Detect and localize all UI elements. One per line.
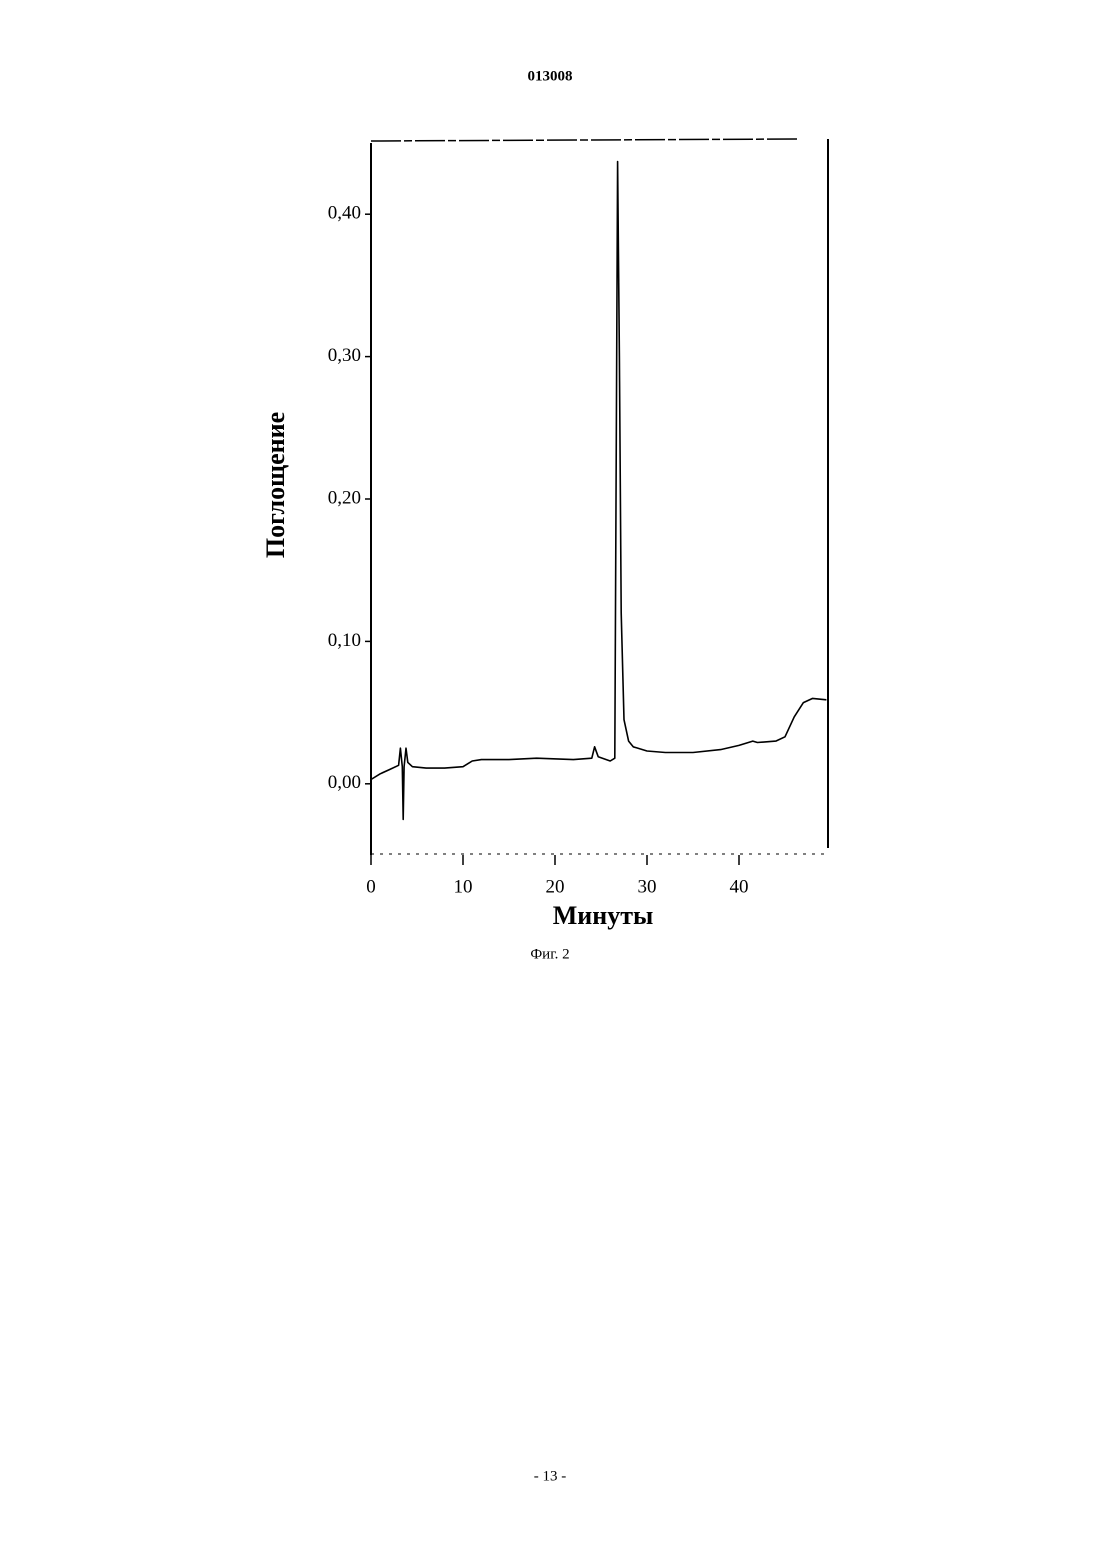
x-tick-label: 30	[638, 876, 657, 897]
y-tick-label: 0,40	[328, 203, 361, 224]
y-tick-label: 0,10	[328, 630, 361, 651]
x-tick-label: 0	[366, 876, 376, 897]
page-header: 013008	[528, 68, 573, 84]
page: 013008 Фиг. 2 - 13 - Минуты Поглощение 0…	[0, 0, 1100, 1556]
figure-caption: Фиг. 2	[530, 946, 569, 962]
x-tick-label: 10	[454, 876, 473, 897]
y-tick-label: 0,20	[328, 487, 361, 508]
page-number: - 13 -	[534, 1468, 567, 1484]
x-tick-label: 40	[730, 876, 749, 897]
y-tick-label: 0,30	[328, 345, 361, 366]
x-axis-label: Минуты	[553, 901, 654, 930]
y-axis-label: Поглощение	[261, 412, 290, 558]
y-tick-label: 0,00	[328, 772, 361, 793]
x-tick-label: 20	[546, 876, 565, 897]
data-line	[371, 162, 826, 820]
top-frame	[371, 139, 798, 141]
